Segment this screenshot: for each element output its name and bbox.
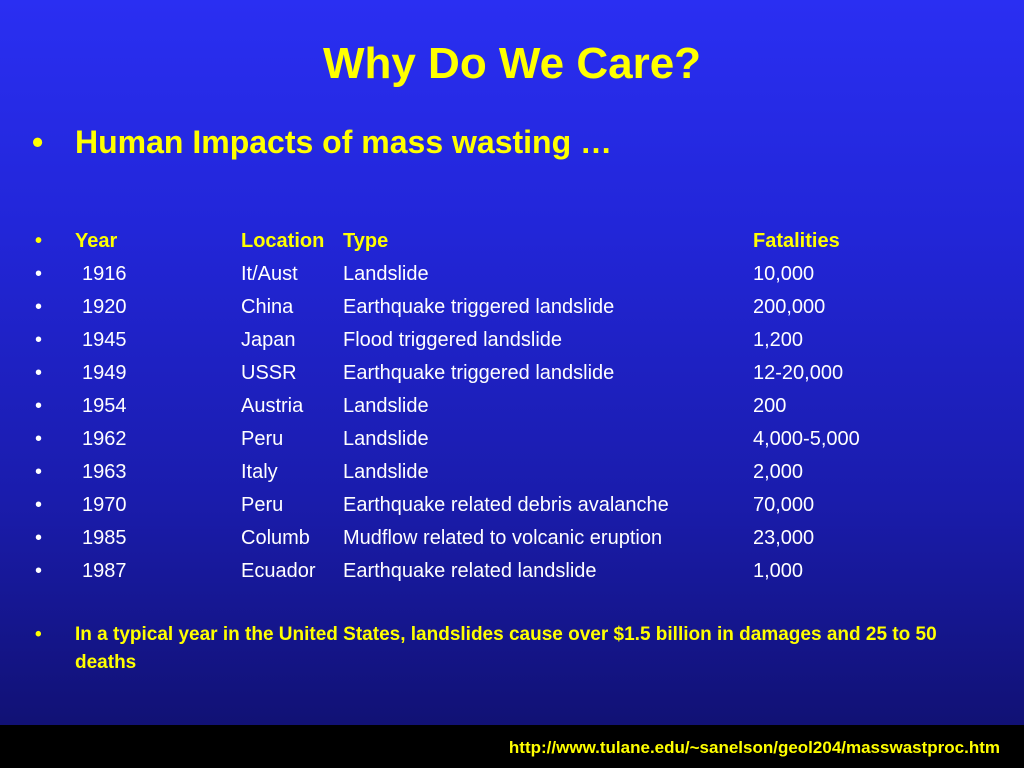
cell-year: 1945 (82, 329, 127, 351)
row-bullet: • (35, 560, 43, 582)
cell-fatalities: 10,000 (753, 263, 815, 285)
cell-type: Earthquake related debris avalanche (343, 494, 669, 516)
cell-year: 1985 (82, 527, 127, 549)
row-bullet: • (35, 527, 43, 549)
cell-location: China (241, 296, 294, 318)
table-row: • 1945 Japan Flood triggered landslide 1… (0, 325, 1024, 358)
cell-location: Ecuador (241, 560, 316, 582)
cell-year: 1962 (82, 428, 127, 450)
cell-location: It/Aust (241, 263, 298, 285)
cell-type: Earthquake related landslide (343, 560, 597, 582)
header-fatalities: Fatalities (753, 230, 840, 252)
note-text: In a typical year in the United States, … (75, 624, 937, 673)
cell-type: Landslide (343, 263, 429, 285)
cell-year: 1987 (82, 560, 127, 582)
table-row: • 1962 Peru Landslide 4,000-5,000 (0, 424, 1024, 457)
cell-fatalities: 1,200 (753, 329, 804, 351)
row-bullet: • (35, 494, 43, 516)
table-row: • 1963 Italy Landslide 2,000 (0, 457, 1024, 490)
subheading-text: Human Impacts of mass wasting … (75, 124, 613, 160)
cell-location: Peru (241, 428, 284, 450)
cell-fatalities: 2,000 (753, 461, 804, 483)
cell-type: Landslide (343, 461, 429, 483)
cell-fatalities: 23,000 (753, 527, 815, 549)
row-bullet: • (35, 362, 43, 384)
cell-location: Peru (241, 494, 284, 516)
table-row: • 1970 Peru Earthquake related debris av… (0, 490, 1024, 523)
header-location: Location (241, 230, 325, 252)
footer-bar: http://www.tulane.edu/~sanelson/geol204/… (0, 725, 1024, 768)
cell-type: Earthquake triggered landslide (343, 296, 615, 318)
table-row: • 1916 It/Aust Landslide 10,000 (0, 259, 1024, 292)
table-row: • 1985 Columb Mudflow related to volcani… (0, 523, 1024, 556)
row-bullet: • (35, 428, 43, 450)
cell-location: Italy (241, 461, 278, 483)
cell-year: 1949 (82, 362, 127, 384)
cell-type: Mudflow related to volcanic eruption (343, 527, 663, 549)
table-row: • 1920 China Earthquake triggered landsl… (0, 292, 1024, 325)
cell-fatalities: 4,000-5,000 (753, 428, 860, 450)
cell-fatalities: 70,000 (753, 494, 815, 516)
subheading: • Human Impacts of mass wasting … (32, 122, 612, 162)
header-year: Year (75, 230, 118, 252)
cell-location: Columb (241, 527, 310, 549)
cell-fatalities: 12-20,000 (753, 362, 844, 384)
cell-type: Landslide (343, 395, 429, 417)
row-bullet: • (35, 329, 43, 351)
cell-type: Earthquake triggered landslide (343, 362, 615, 384)
row-bullet: • (35, 395, 43, 417)
cell-year: 1920 (82, 296, 127, 318)
table-row: • 1987 Ecuador Earthquake related landsl… (0, 556, 1024, 589)
cell-year: 1916 (82, 263, 127, 285)
row-bullet: • (35, 263, 43, 285)
table-header-row: • Year Location Type Fatalities (0, 226, 1024, 259)
cell-type: Flood triggered landslide (343, 329, 563, 351)
cell-fatalities: 200 (753, 395, 787, 417)
row-bullet: • (35, 461, 43, 483)
cell-fatalities: 200,000 (753, 296, 826, 318)
note-bullet: • (35, 624, 42, 645)
source-link[interactable]: http://www.tulane.edu/~sanelson/geol204/… (508, 738, 1000, 757)
cell-location: Japan (241, 329, 296, 351)
table-row: • 1954 Austria Landslide 200 (0, 391, 1024, 424)
row-bullet: • (35, 296, 43, 318)
cell-fatalities: 1,000 (753, 560, 804, 582)
cell-location: Austria (241, 395, 304, 417)
header-bullet: • (35, 230, 43, 252)
cell-year: 1970 (82, 494, 127, 516)
cell-year: 1963 (82, 461, 127, 483)
subheading-bullet: • (32, 124, 44, 160)
slide-title: Why Do We Care? (322, 39, 702, 88)
cell-location: USSR (241, 362, 297, 384)
table-row: • 1949 USSR Earthquake triggered landsli… (0, 358, 1024, 391)
header-type: Type (343, 230, 389, 252)
fatalities-table: • Year Location Type Fatalities • 1916 I… (0, 226, 1024, 589)
cell-type: Landslide (343, 428, 429, 450)
cell-year: 1954 (82, 395, 127, 417)
